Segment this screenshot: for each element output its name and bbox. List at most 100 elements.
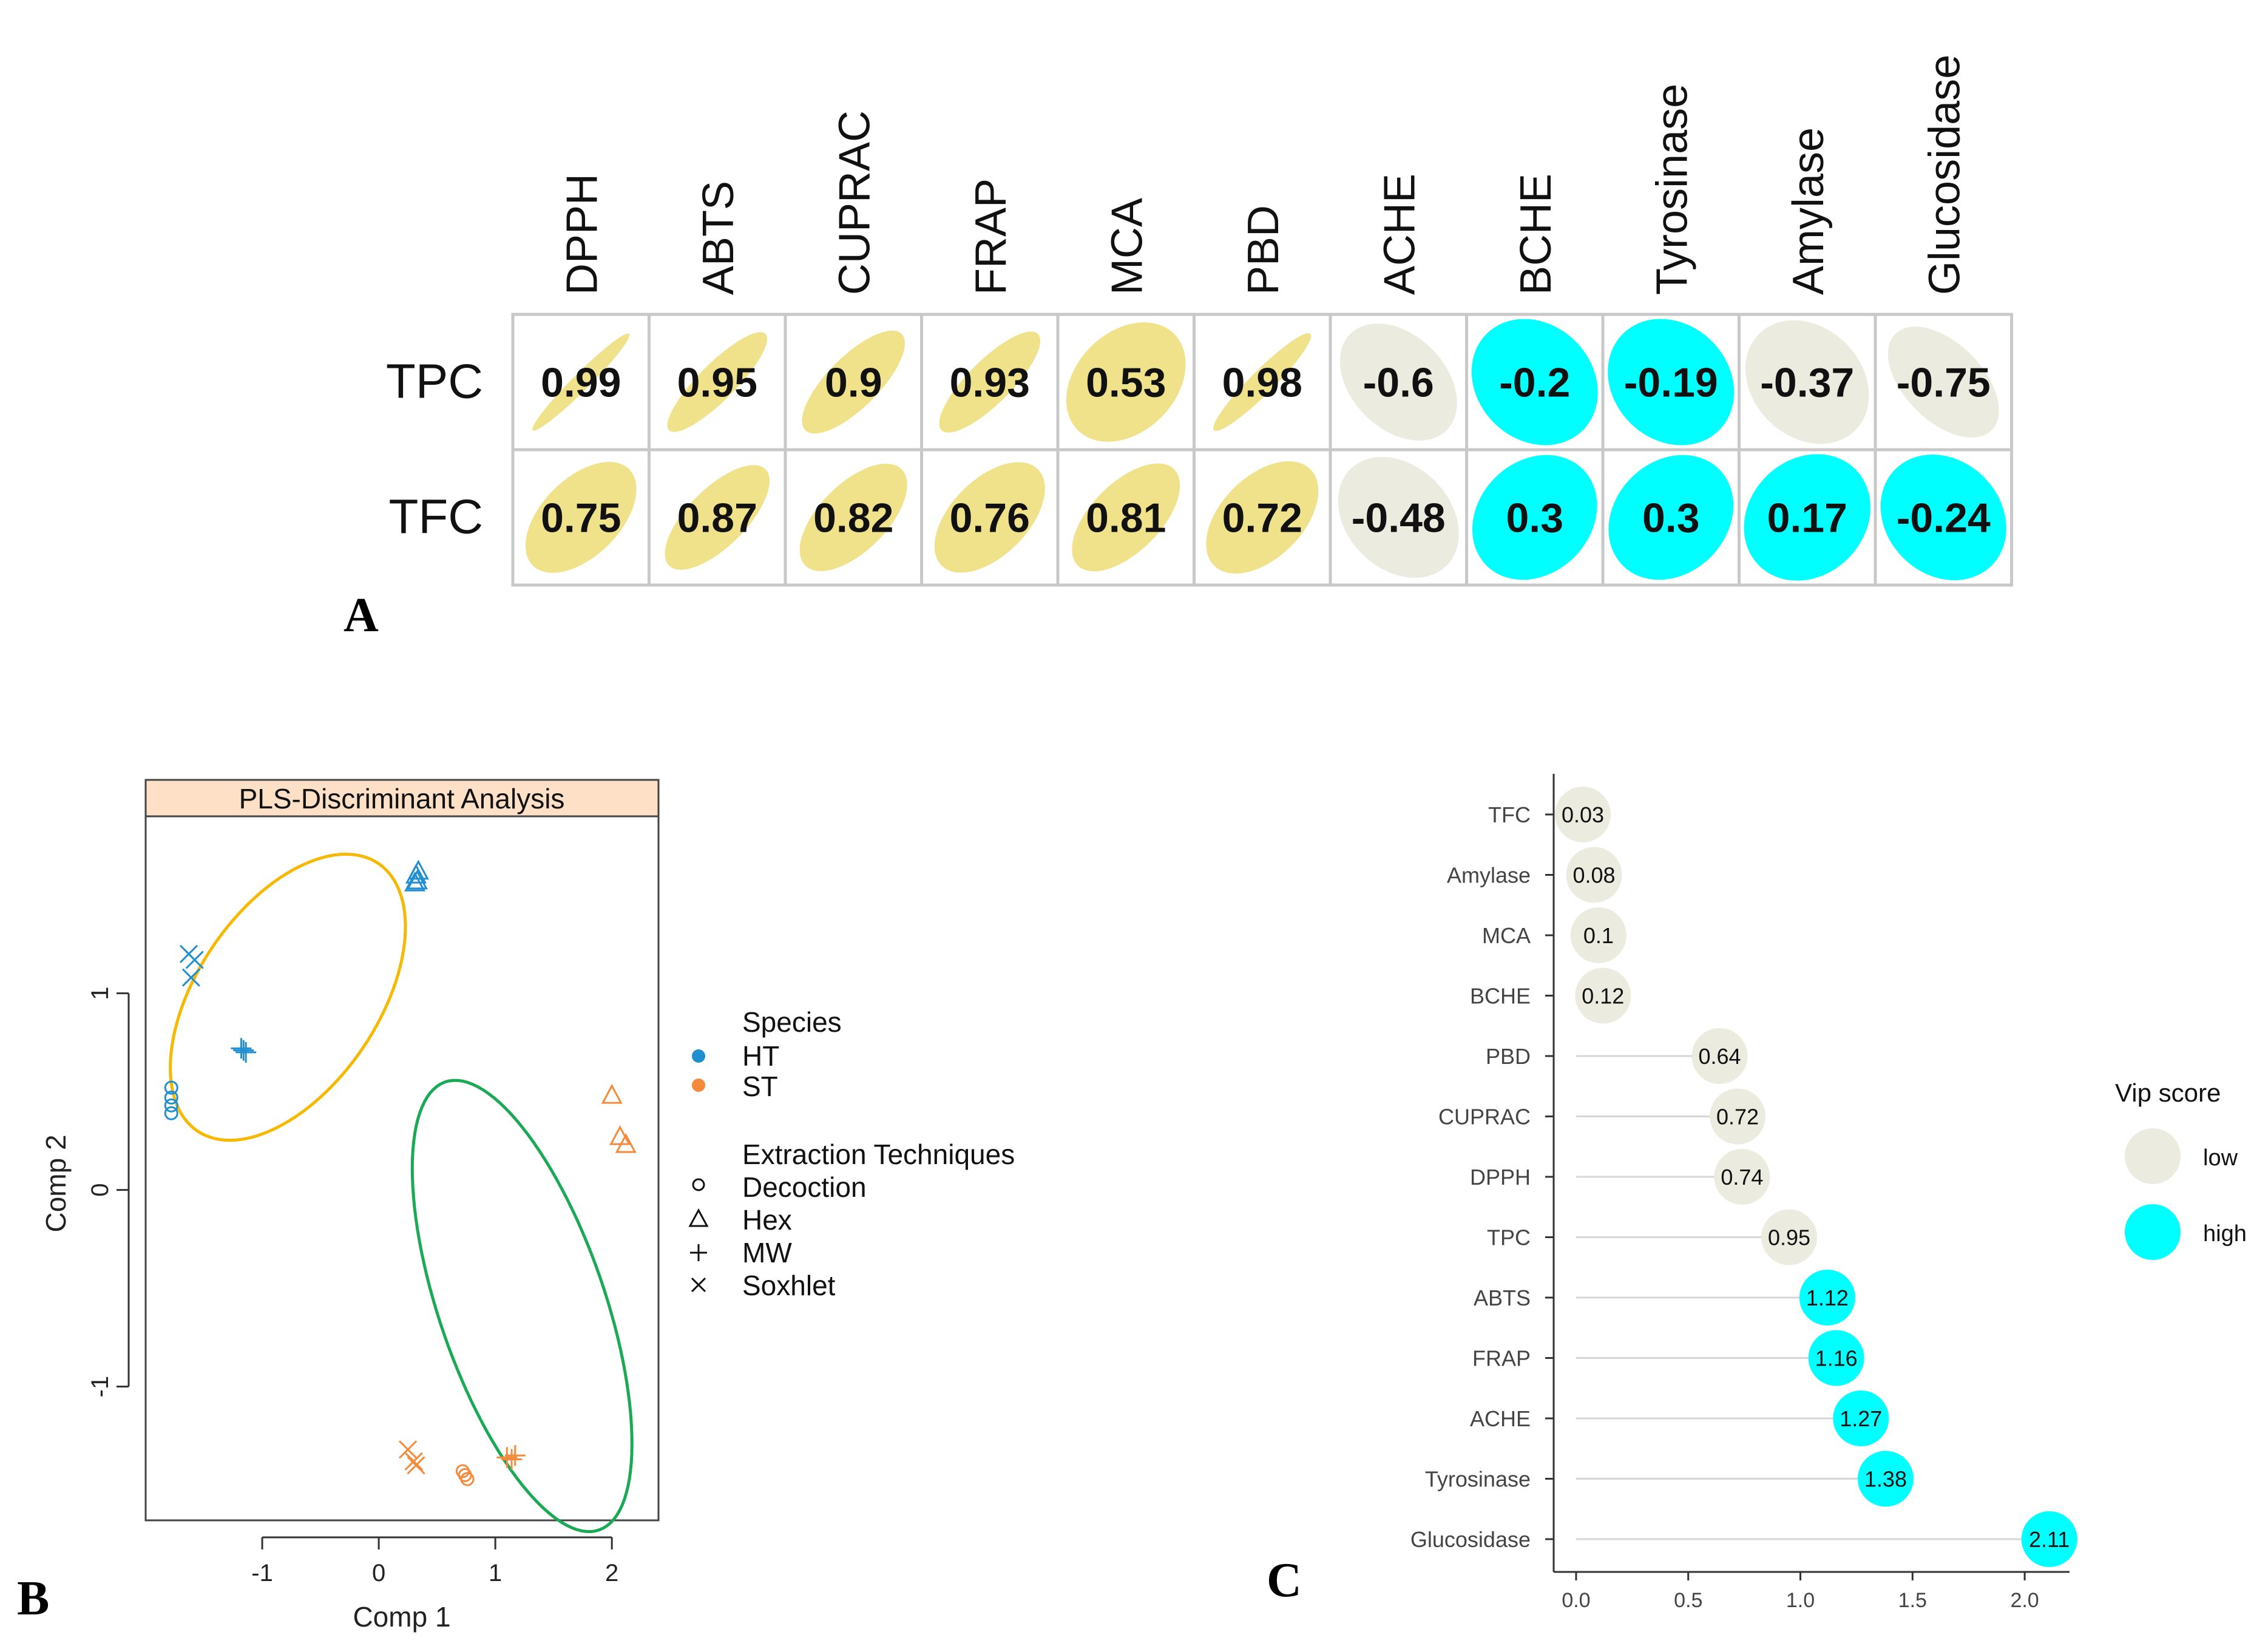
vip-point	[1857, 1451, 1914, 1507]
vip-category-label: PBD	[1486, 1044, 1531, 1069]
correlation-value: 0.99	[541, 360, 621, 406]
vip-value-label: 2.11	[2029, 1527, 2070, 1552]
vip-value-label: 0.08	[1572, 863, 1615, 888]
vip-category-label: FRAP	[1472, 1346, 1531, 1371]
correlation-ellipse	[1745, 320, 1869, 444]
point-st-soxhlet	[399, 1440, 418, 1459]
column-label-mca: MCA	[1103, 198, 1151, 295]
correlation-ellipse	[939, 331, 1040, 433]
row-label-tpc: TPC	[386, 354, 483, 408]
species-legend-title: Species	[742, 1006, 842, 1038]
correlation-value: 0.82	[813, 495, 893, 541]
point-ht-decoction	[164, 1080, 178, 1095]
y-tick-label: 1	[87, 986, 113, 1000]
plsda-plot-area	[144, 815, 660, 1522]
correlation-ellipse	[1471, 319, 1598, 445]
correlation-ellipse	[1887, 327, 1999, 438]
column-label-dpph: DPPH	[558, 174, 606, 295]
vip-point	[1761, 1209, 1818, 1265]
correlation-value: 0.81	[1086, 495, 1166, 541]
correlation-ellipse	[1213, 333, 1312, 432]
correlation-value: 0.87	[677, 495, 757, 541]
correlation-value: 0.76	[950, 495, 1030, 541]
point-ht-hex	[404, 871, 426, 892]
correlation-value: 0.3	[1642, 495, 1700, 541]
vip-category-label: TFC	[1488, 802, 1531, 827]
column-label-ache: ACHE	[1375, 174, 1424, 295]
correlation-value: -0.48	[1352, 495, 1446, 541]
hex-symbol-icon	[688, 1208, 709, 1227]
vip-value-label: 1.38	[1864, 1467, 1907, 1492]
vip-value-label: 1.16	[1815, 1346, 1858, 1371]
column-label-pbd: PBD	[1239, 205, 1288, 295]
point-st-hex	[601, 1083, 623, 1104]
correlation-value: -0.2	[1499, 360, 1570, 406]
vip-point	[1710, 1088, 1766, 1145]
legend-ht-swatch	[692, 1049, 705, 1063]
correlation-ellipse	[667, 332, 767, 432]
vip-point	[1575, 967, 1631, 1024]
correlation-ellipse	[802, 330, 906, 434]
vip-category-label: ACHE	[1470, 1406, 1531, 1431]
vip-point	[2021, 1511, 2077, 1567]
vip-point	[1714, 1149, 1770, 1205]
correlation-ellipse	[1338, 456, 1459, 578]
point-st-decoction	[460, 1472, 475, 1486]
correlation-ellipse	[665, 465, 770, 570]
plsda-x-axis-label: Comp 1	[353, 1601, 450, 1633]
sample-points	[164, 859, 637, 1486]
vip-category-label: TPC	[1487, 1225, 1531, 1250]
point-st-mw	[504, 1445, 526, 1466]
correlation-value: -0.75	[1897, 360, 1991, 406]
vip-point	[1570, 907, 1627, 963]
vip-legend-high-swatch	[2125, 1204, 2181, 1260]
vip-value-label: 1.27	[1840, 1406, 1882, 1431]
correlation-value: 0.95	[677, 360, 757, 406]
plsda-axes: -1 0 1 2 -1 0 1	[87, 986, 618, 1586]
correlation-ellipse	[1339, 323, 1457, 441]
column-label-amylase: Amylase	[1784, 127, 1833, 295]
correlation-value: 0.98	[1222, 360, 1302, 406]
point-st-mw	[501, 1449, 523, 1470]
plsda-title: PLS-Discriminant Analysis	[239, 783, 565, 814]
vip-legend-low-swatch	[2125, 1128, 2181, 1184]
vip-category-label: Tyrosinase	[1425, 1467, 1531, 1492]
plsda-title-strip	[144, 779, 660, 818]
vip-category-label: MCA	[1482, 923, 1531, 948]
correlation-value: 0.9	[825, 360, 882, 406]
decoction-symbol-icon	[692, 1178, 705, 1191]
vip-legend-high: high	[2203, 1221, 2247, 1247]
legend-st-swatch	[692, 1078, 705, 1092]
legend-technique-soxhlet: Soxhlet	[742, 1270, 836, 1301]
vip-point	[1808, 1330, 1864, 1386]
vip-value-label: 0.1	[1583, 923, 1614, 948]
correlation-value: 0.53	[1086, 360, 1166, 406]
point-ht-decoction	[164, 1098, 178, 1112]
correlation-ellipse	[1206, 461, 1319, 574]
vip-point	[1799, 1270, 1855, 1326]
panel-label-c: C	[1267, 1554, 1302, 1607]
point-ht-soxhlet	[185, 950, 204, 969]
correlation-value: 0.17	[1767, 495, 1847, 541]
vip-category-label: ABTS	[1474, 1285, 1531, 1310]
vip-plot: 0.0 0.5 1.0 1.5 2.0 TFC 0.03 Amylase 0.08 MCA 0.1 B…	[1410, 774, 2077, 1612]
panel-label-b: B	[17, 1572, 49, 1625]
point-ht-mw	[231, 1038, 252, 1059]
legend-species-st: ST	[742, 1071, 778, 1102]
x-tick-label: 0	[372, 1560, 385, 1586]
vip-legend-title: Vip score	[2115, 1078, 2221, 1107]
vip-value-label: 0.12	[1582, 984, 1624, 1009]
vip-category-label: CUPRAC	[1438, 1105, 1531, 1129]
point-st-soxhlet	[404, 1452, 423, 1471]
point-st-hex	[615, 1133, 637, 1153]
point-ht-soxhlet	[181, 968, 200, 987]
vip-point	[1555, 787, 1611, 842]
correlation-ellipse	[934, 462, 1045, 573]
correlation-value: 0.72	[1222, 495, 1302, 541]
point-ht-mw	[233, 1040, 254, 1061]
correlation-ellipse	[532, 333, 630, 431]
vip-value-label: 0.74	[1721, 1165, 1763, 1190]
column-label-frap: FRAP	[967, 178, 1015, 295]
correlation-ellipse	[1608, 455, 1734, 580]
